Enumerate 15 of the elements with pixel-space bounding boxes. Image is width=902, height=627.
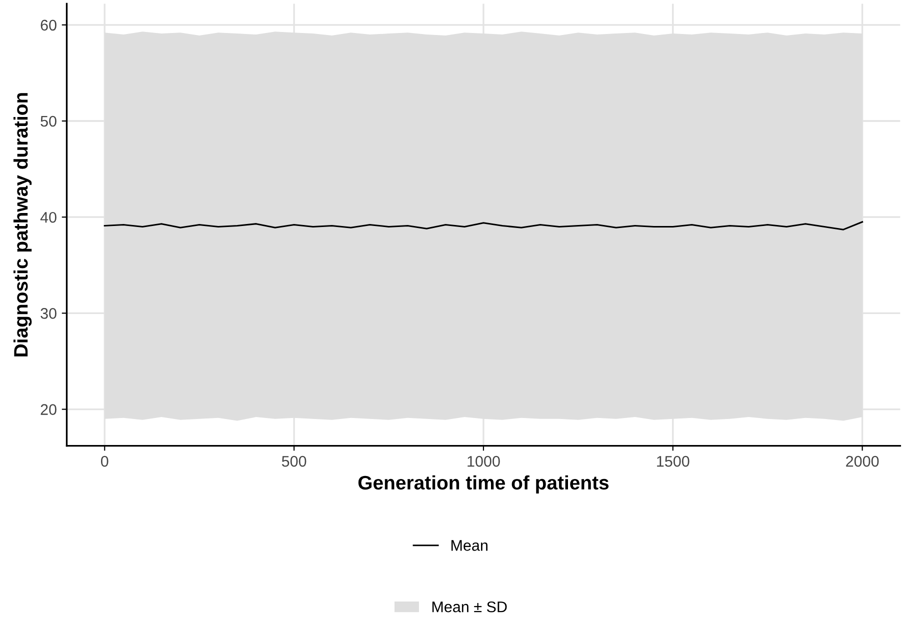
x-tick-label: 500 bbox=[282, 456, 306, 467]
line-series bbox=[104, 221, 864, 230]
y-tick-label: 20 bbox=[40, 404, 56, 415]
y-tick-label: 30 bbox=[40, 308, 56, 319]
y-tick-label: 40 bbox=[40, 212, 56, 223]
x-tick-label: 2000 bbox=[846, 456, 879, 467]
y-tick-label: 50 bbox=[40, 116, 56, 127]
y-tick-label: 60 bbox=[40, 20, 56, 31]
y-axis-title: Diagnostic pathway duration bbox=[13, 93, 32, 356]
x-axis-title: Generation time of patients bbox=[358, 475, 609, 494]
x-tick-label: 1000 bbox=[468, 456, 500, 467]
x-tick-label: 0 bbox=[100, 456, 108, 467]
text: Mean ± SD bbox=[432, 601, 507, 612]
legend-label: Mean bbox=[451, 540, 488, 551]
x-tick-label: 1500 bbox=[657, 456, 690, 467]
